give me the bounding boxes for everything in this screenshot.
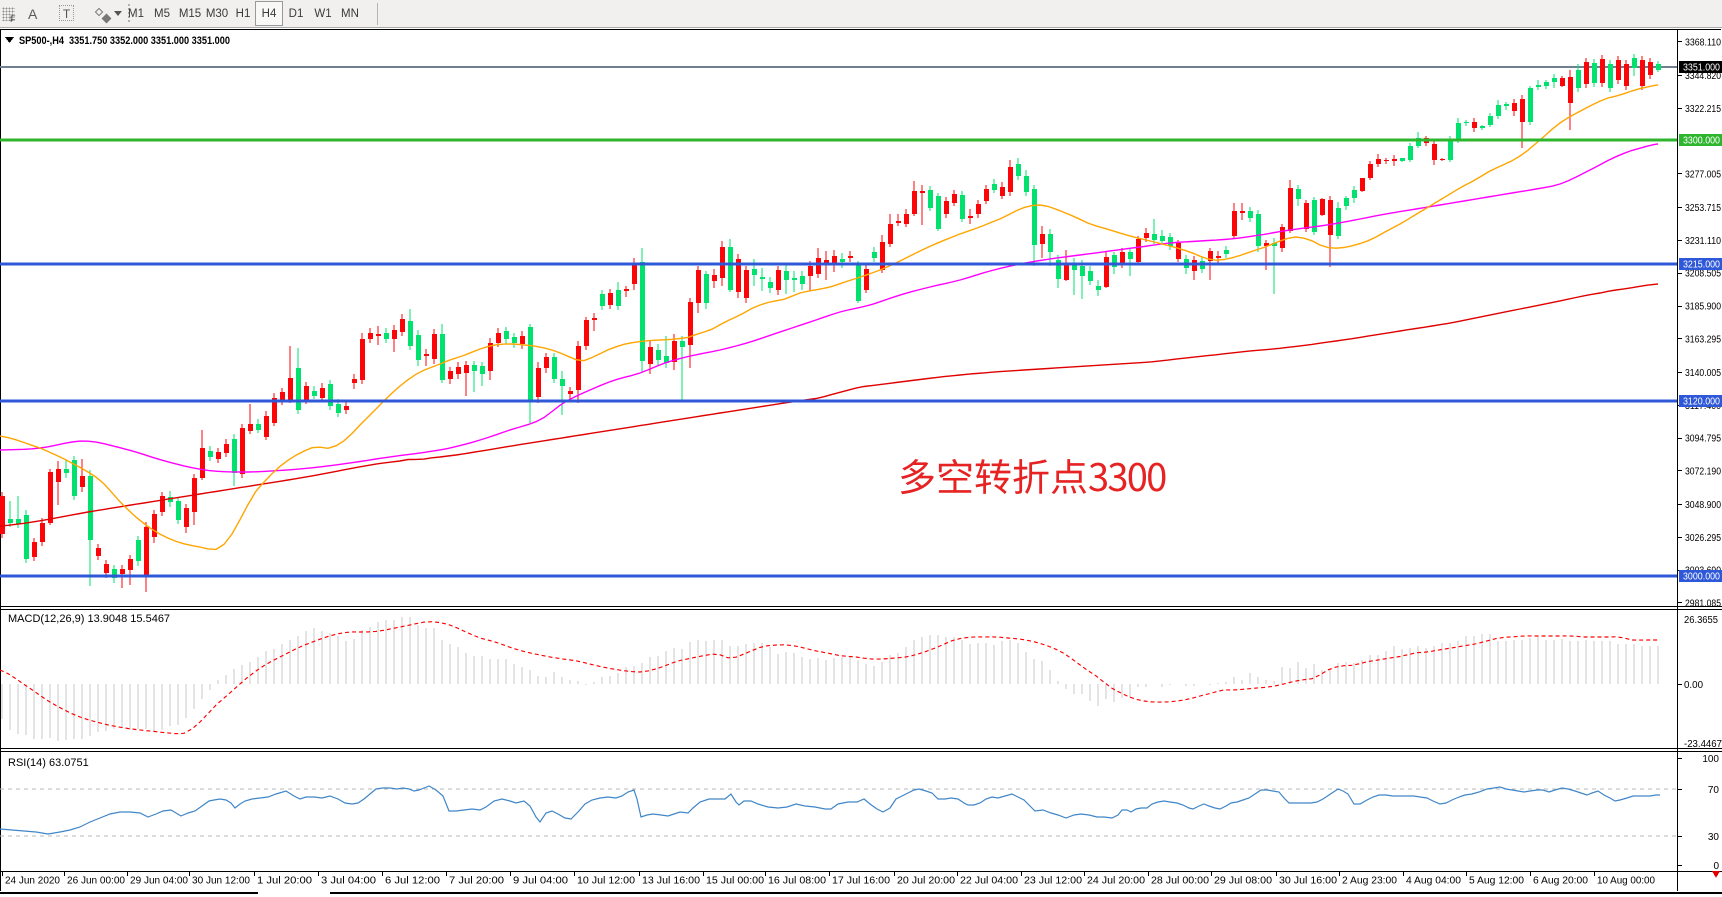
svg-text:-23.4467: -23.4467 [1684, 739, 1722, 750]
svg-text:10 Jul 12:00: 10 Jul 12:00 [577, 876, 635, 887]
svg-text:3215.000: 3215.000 [1683, 260, 1720, 271]
svg-text:13 Jul 16:00: 13 Jul 16:00 [642, 876, 700, 887]
svg-text:26.3655: 26.3655 [1684, 615, 1718, 626]
svg-text:20 Jul 20:00: 20 Jul 20:00 [897, 876, 955, 887]
svg-text:24 Jun 2020: 24 Jun 2020 [5, 876, 60, 887]
svg-text:26 Jun 00:00: 26 Jun 00:00 [67, 876, 125, 887]
svg-text:6 Aug 20:00: 6 Aug 20:00 [1533, 876, 1588, 887]
svg-text:70: 70 [1708, 785, 1720, 796]
svg-text:4 Aug 04:00: 4 Aug 04:00 [1406, 876, 1461, 887]
svg-text:30 Jun 12:00: 30 Jun 12:00 [192, 876, 250, 887]
svg-text:30 Jul 16:00: 30 Jul 16:00 [1279, 876, 1337, 887]
svg-text:SP500-,H4 3351.750 3352.000 3: SP500-,H4 3351.750 3352.000 3351.000 335… [19, 35, 230, 47]
svg-text:9 Jul 04:00: 9 Jul 04:00 [513, 876, 568, 887]
svg-text:5 Aug 12:00: 5 Aug 12:00 [1469, 876, 1524, 887]
svg-text:17 Jul 16:00: 17 Jul 16:00 [832, 876, 890, 887]
svg-text:3094.795: 3094.795 [1685, 434, 1721, 445]
svg-text:3344.820: 3344.820 [1685, 71, 1721, 82]
svg-text:RSI(14) 63.0751: RSI(14) 63.0751 [8, 757, 89, 769]
svg-text:15 Jul 00:00: 15 Jul 00:00 [706, 876, 764, 887]
svg-text:3120.000: 3120.000 [1683, 397, 1720, 408]
svg-text:10 Aug 00:00: 10 Aug 00:00 [1597, 876, 1655, 887]
svg-text:6 Jul 12:00: 6 Jul 12:00 [385, 876, 440, 887]
svg-text:3000.000: 3000.000 [1683, 572, 1720, 583]
svg-text:3185.900: 3185.900 [1685, 302, 1721, 313]
svg-text:3253.715: 3253.715 [1685, 203, 1721, 214]
svg-text:29 Jun 04:00: 29 Jun 04:00 [130, 876, 188, 887]
svg-text:3322.215: 3322.215 [1685, 104, 1721, 115]
svg-text:3163.295: 3163.295 [1685, 334, 1721, 345]
svg-text:3026.295: 3026.295 [1685, 533, 1721, 544]
svg-text:24 Jul 20:00: 24 Jul 20:00 [1087, 876, 1145, 887]
svg-text:7 Jul 20:00: 7 Jul 20:00 [449, 876, 504, 887]
svg-text:MACD(12,26,9) 13.9048 15.5467: MACD(12,26,9) 13.9048 15.5467 [8, 613, 170, 625]
svg-text:2 Aug 23:00: 2 Aug 23:00 [1342, 876, 1397, 887]
svg-text:3208.505: 3208.505 [1685, 269, 1721, 280]
svg-text:100: 100 [1702, 754, 1719, 765]
svg-text:3300.000: 3300.000 [1683, 136, 1720, 147]
svg-text:3 Jul 04:00: 3 Jul 04:00 [321, 876, 376, 887]
svg-text:16 Jul 08:00: 16 Jul 08:00 [768, 876, 826, 887]
svg-text:0.00: 0.00 [1684, 680, 1703, 691]
svg-text:22 Jul 04:00: 22 Jul 04:00 [960, 876, 1018, 887]
svg-text:3140.005: 3140.005 [1685, 368, 1721, 379]
svg-text:28 Jul 00:00: 28 Jul 00:00 [1151, 876, 1209, 887]
svg-text:0: 0 [1713, 861, 1719, 872]
svg-text:3072.190: 3072.190 [1685, 466, 1721, 477]
svg-text:3048.900: 3048.900 [1685, 500, 1721, 511]
svg-text:23 Jul 12:00: 23 Jul 12:00 [1024, 876, 1082, 887]
svg-text:3231.110: 3231.110 [1685, 236, 1721, 247]
svg-text:30: 30 [1708, 832, 1720, 843]
svg-text:3368.110: 3368.110 [1685, 37, 1721, 48]
svg-text:29 Jul 08:00: 29 Jul 08:00 [1214, 876, 1272, 887]
svg-text:2981.085: 2981.085 [1685, 599, 1721, 610]
svg-text:1 Jul 20:00: 1 Jul 20:00 [257, 876, 312, 887]
svg-text:3277.005: 3277.005 [1685, 169, 1721, 180]
svg-text:3351.000: 3351.000 [1683, 63, 1720, 74]
